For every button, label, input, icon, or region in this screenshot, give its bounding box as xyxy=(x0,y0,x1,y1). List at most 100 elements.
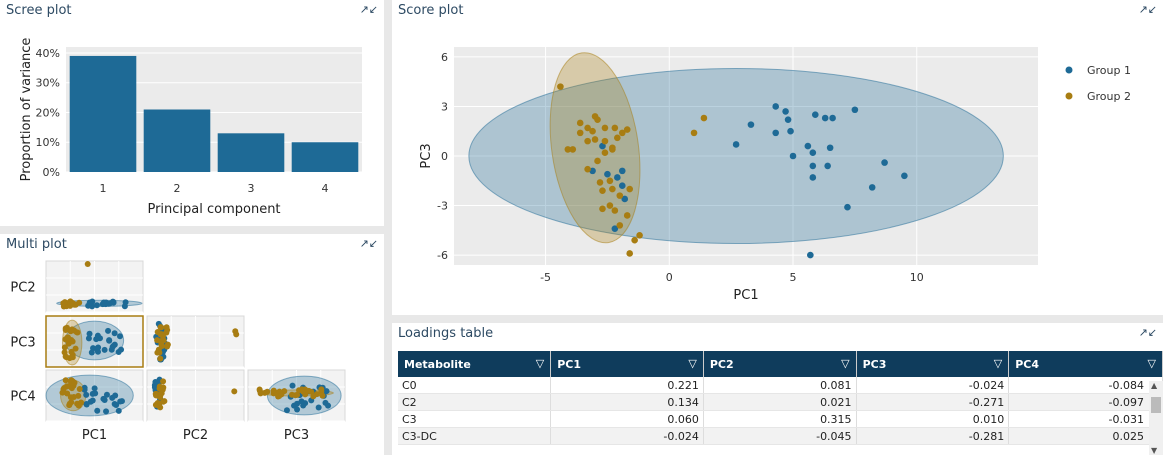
loadings-table: Metabolite ▽ PC1 ▽ PC2 ▽ PC3 ▽ PC4 ▽ C0 0.221… xyxy=(398,351,1163,445)
collapse-arrows-icon[interactable]: ↗↙ xyxy=(359,237,378,250)
row-label: PC2 xyxy=(10,281,35,296)
data-point xyxy=(732,141,740,148)
legend-marker xyxy=(1065,66,1073,74)
table-scrollbar[interactable]: ▲ ▼ xyxy=(1149,381,1163,455)
data-point xyxy=(62,326,69,333)
data-point xyxy=(108,346,115,353)
y-tick-label: 3 xyxy=(441,100,448,113)
column-header-pc1[interactable]: PC1 ▽ xyxy=(550,351,704,377)
data-point xyxy=(92,390,99,397)
table-row[interactable]: C3 0.060 0.315 0.010 -0.031 xyxy=(398,410,1163,428)
data-point xyxy=(163,324,170,331)
data-point xyxy=(76,299,83,306)
data-point xyxy=(601,149,609,156)
x-axis-label: PC1 xyxy=(733,288,758,303)
data-point xyxy=(294,400,301,407)
data-point xyxy=(807,251,814,259)
data-point xyxy=(811,111,819,119)
column-label: PC3 xyxy=(284,428,309,443)
data-point xyxy=(67,394,74,401)
collapse-arrows-icon[interactable]: ↗↙ xyxy=(1138,326,1157,339)
filter-icon[interactable]: ▽ xyxy=(993,357,1003,370)
filter-icon[interactable]: ▽ xyxy=(535,357,545,370)
data-point xyxy=(101,346,108,353)
data-point xyxy=(614,134,621,142)
x-tick-label: 3 xyxy=(248,182,255,195)
data-point xyxy=(60,300,67,307)
data-point xyxy=(609,146,616,153)
data-point xyxy=(782,108,789,115)
data-point xyxy=(772,129,779,137)
data-point xyxy=(599,205,606,213)
data-point xyxy=(155,349,162,356)
data-point xyxy=(270,387,277,394)
data-point xyxy=(61,384,68,391)
data-point xyxy=(93,302,100,309)
column-label: PC2 xyxy=(183,428,208,443)
y-tick-label: -3 xyxy=(437,200,448,213)
data-point xyxy=(257,390,264,397)
table-row[interactable]: C3-DC -0.024 -0.045 -0.281 0.025 xyxy=(398,427,1163,445)
data-point xyxy=(112,392,119,399)
data-point xyxy=(83,391,90,398)
data-point xyxy=(159,386,166,393)
multi-chart: PC2 PC3 PC4 PC1 PC2 PC3 xyxy=(10,260,346,443)
data-point xyxy=(618,182,626,190)
column-header-pc3[interactable]: PC3 ▽ xyxy=(856,351,1010,377)
data-point xyxy=(611,207,619,214)
data-point xyxy=(594,116,601,123)
data-point xyxy=(784,116,792,123)
data-point xyxy=(576,119,584,127)
column-header-metabolite[interactable]: Metabolite ▽ xyxy=(398,351,552,377)
data-point xyxy=(157,394,164,401)
score-chart: -5 0 5 10 -6 -3 0 3 6 PC1 PC3 Group 1 Group 2 xyxy=(419,47,1131,303)
y-tick-label: 40% xyxy=(36,47,60,60)
data-point xyxy=(589,127,596,135)
data-point xyxy=(323,388,330,395)
table-row[interactable]: C2 0.134 0.021 -0.271 -0.097 xyxy=(398,393,1163,411)
data-point xyxy=(100,299,107,306)
filter-icon[interactable]: ▽ xyxy=(688,357,697,370)
x-tick-label: -5 xyxy=(540,271,551,284)
collapse-arrows-icon[interactable]: ↗↙ xyxy=(359,3,378,16)
data-point xyxy=(264,388,271,395)
x-tick-label: 1 xyxy=(100,182,107,195)
loadings-panel: Loadings table ↗↙ Metabolite ▽ PC1 ▽ PC2 ▽ … xyxy=(392,323,1163,455)
data-point xyxy=(616,222,624,229)
data-point xyxy=(621,195,629,203)
data-point xyxy=(601,137,609,145)
data-point xyxy=(62,377,69,384)
filter-icon[interactable]: ▽ xyxy=(1147,357,1156,370)
data-point xyxy=(103,408,110,415)
filter-icon[interactable]: ▽ xyxy=(841,357,850,370)
data-point xyxy=(569,146,577,153)
score-plot-panel: Score plot ↗↙ -5 0 5 10 -6 -3 0 3 6 PC1 PC3 Group 1… xyxy=(392,0,1163,315)
data-point xyxy=(584,124,591,132)
data-point xyxy=(69,354,76,361)
y-tick-label: 0 xyxy=(441,150,448,163)
scroll-up-icon[interactable]: ▲ xyxy=(1151,381,1158,390)
data-point xyxy=(636,231,643,239)
scroll-down-icon[interactable]: ▼ xyxy=(1151,446,1158,455)
collapse-arrows-icon[interactable]: ↗↙ xyxy=(1138,3,1157,16)
data-point xyxy=(901,172,908,180)
data-point xyxy=(159,342,166,349)
data-point xyxy=(164,343,171,350)
data-point xyxy=(826,144,834,152)
data-point xyxy=(231,388,238,395)
y-tick-label: 6 xyxy=(441,51,448,64)
table-row[interactable]: C0 0.221 0.081 -0.024 -0.084 xyxy=(398,377,1163,394)
column-header-pc4[interactable]: PC4 ▽ xyxy=(1008,351,1163,377)
data-point xyxy=(91,385,98,392)
data-point xyxy=(118,398,125,405)
data-point xyxy=(64,390,71,397)
data-point xyxy=(300,388,307,395)
multi-cell xyxy=(45,315,144,368)
data-point xyxy=(72,345,79,352)
data-point xyxy=(85,335,92,342)
multi-cell xyxy=(146,315,245,368)
y-axis-label: Proportion of variance xyxy=(19,38,34,182)
data-point xyxy=(89,303,96,310)
column-header-pc2[interactable]: PC2 ▽ xyxy=(703,351,857,377)
scroll-thumb[interactable] xyxy=(1151,397,1161,413)
